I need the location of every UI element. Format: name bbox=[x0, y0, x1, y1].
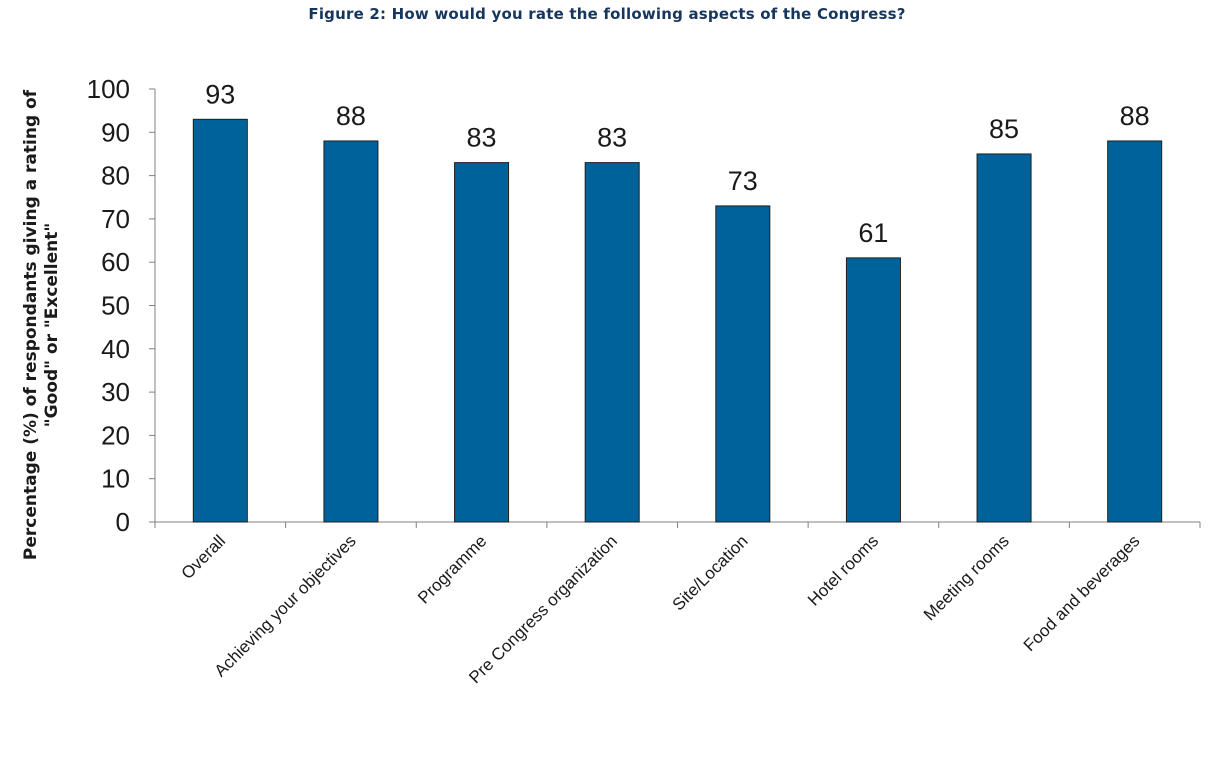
bar bbox=[585, 163, 639, 522]
x-category-label: Meeting rooms bbox=[920, 531, 1013, 624]
y-tick-label: 100 bbox=[87, 74, 130, 104]
x-category-label: Food and beverages bbox=[1020, 531, 1144, 655]
bar bbox=[324, 141, 378, 522]
bar bbox=[1108, 141, 1162, 522]
x-category-label: Pre Congress organization bbox=[465, 531, 621, 687]
y-tick-label: 30 bbox=[101, 377, 130, 407]
data-label: 61 bbox=[858, 218, 888, 248]
y-tick-label: 60 bbox=[101, 247, 130, 277]
x-category-label: Hotel rooms bbox=[804, 531, 882, 609]
data-label: 83 bbox=[467, 123, 497, 153]
data-label: 88 bbox=[1120, 101, 1150, 131]
y-tick-label: 80 bbox=[101, 161, 130, 191]
bar bbox=[716, 206, 770, 522]
y-tick-label: 50 bbox=[101, 291, 130, 321]
x-category-label: Overall bbox=[178, 531, 230, 583]
data-label: 88 bbox=[336, 101, 366, 131]
bar bbox=[193, 119, 247, 522]
y-axis-title: Percentage (%) of respondants giving a r… bbox=[21, 89, 62, 560]
y-tick-label: 40 bbox=[101, 334, 130, 364]
y-tick-label: 90 bbox=[101, 117, 130, 147]
bar bbox=[977, 154, 1031, 522]
bar bbox=[455, 163, 509, 522]
y-tick-label: 10 bbox=[101, 464, 130, 494]
y-tick-label: 0 bbox=[116, 507, 130, 537]
bar bbox=[846, 258, 900, 522]
data-label: 83 bbox=[597, 123, 627, 153]
x-category-label: Programme bbox=[414, 531, 490, 607]
data-label: 85 bbox=[989, 114, 1019, 144]
x-category-label: Achieving your objectives bbox=[211, 531, 360, 680]
y-tick-label: 70 bbox=[101, 204, 130, 234]
data-label: 93 bbox=[205, 79, 235, 109]
x-category-label: Site/Location bbox=[669, 531, 752, 614]
y-tick-label: 20 bbox=[101, 420, 130, 450]
data-label: 73 bbox=[728, 166, 758, 196]
